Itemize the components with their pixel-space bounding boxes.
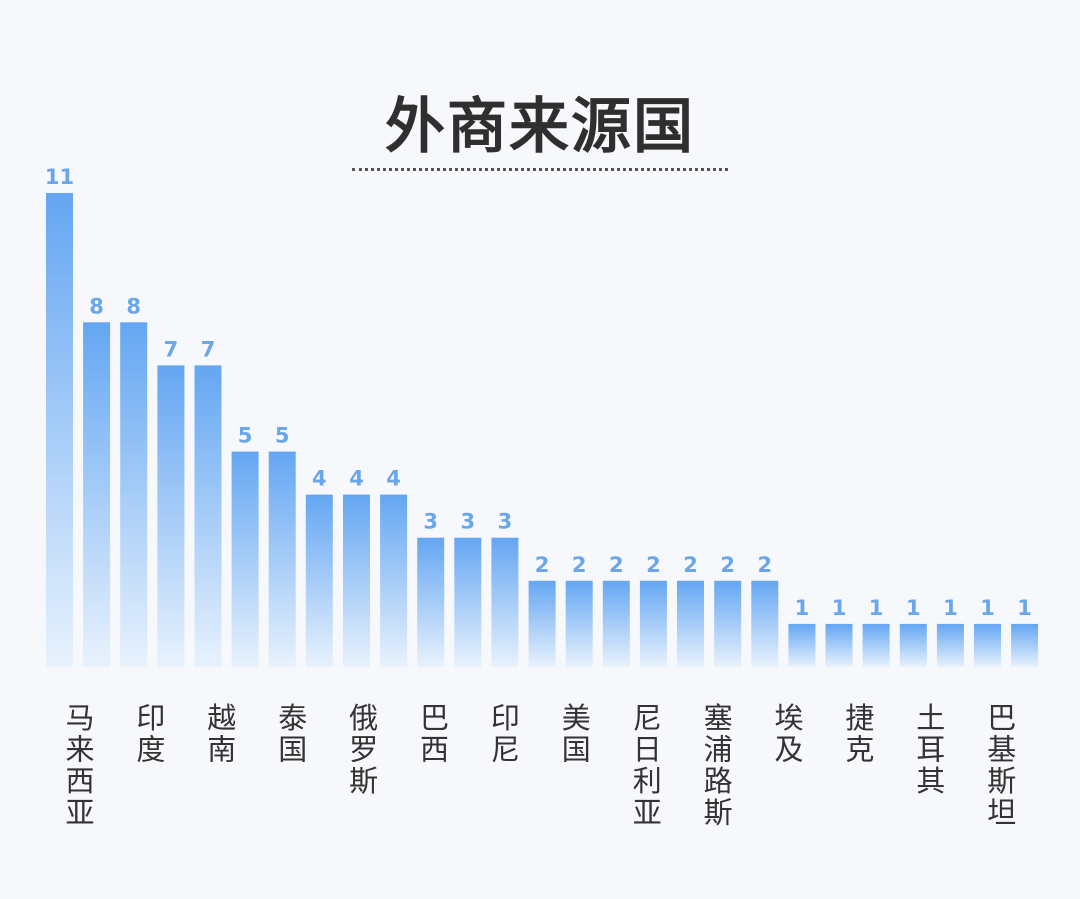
value-label-8: 4 xyxy=(349,467,364,491)
value-label-11: 3 xyxy=(460,510,475,534)
value-label-3: 7 xyxy=(164,337,179,361)
category-label-12: 土耳其 xyxy=(916,701,945,798)
bar-26 xyxy=(1011,623,1039,667)
category-label-7: 美国 xyxy=(562,701,591,767)
value-label-15: 2 xyxy=(609,553,624,577)
value-label-17: 2 xyxy=(683,553,698,577)
bar-7 xyxy=(305,494,333,667)
value-label-25: 1 xyxy=(980,596,995,620)
category-label-8: 尼日利亚 xyxy=(633,701,662,830)
value-label-22: 1 xyxy=(869,596,884,620)
value-label-10: 3 xyxy=(423,510,438,534)
category-label-9: 塞浦路斯 xyxy=(704,701,733,830)
bar-15 xyxy=(602,580,630,667)
category-label-1: 印度 xyxy=(136,701,165,767)
bar-20 xyxy=(788,623,816,667)
value-label-13: 2 xyxy=(535,553,550,577)
category-label-11: 捷克 xyxy=(845,701,874,767)
value-label-2: 8 xyxy=(126,294,141,318)
value-label-26: 1 xyxy=(1017,596,1032,620)
bar-4 xyxy=(194,365,222,667)
value-label-12: 3 xyxy=(498,510,513,534)
bar-17 xyxy=(677,580,704,667)
value-label-20: 1 xyxy=(795,596,810,620)
bar-22 xyxy=(862,623,890,667)
bar-9 xyxy=(380,494,408,667)
bar-16 xyxy=(639,580,667,667)
value-label-16: 2 xyxy=(646,553,661,577)
category-label-5: 巴西 xyxy=(420,701,449,767)
bar-2 xyxy=(120,322,148,667)
bar-3 xyxy=(157,365,185,667)
value-label-0: 11 xyxy=(45,165,74,189)
value-label-24: 1 xyxy=(943,596,958,620)
bar-5 xyxy=(231,451,259,667)
bar-8 xyxy=(343,494,370,667)
bar-18 xyxy=(714,580,742,667)
bar-10 xyxy=(417,537,445,667)
value-label-4: 7 xyxy=(201,337,216,361)
title-divider xyxy=(352,168,728,171)
value-label-23: 1 xyxy=(906,596,921,620)
category-label-13: 巴基斯坦 xyxy=(987,701,1016,830)
bar-14 xyxy=(565,580,593,667)
bars-group xyxy=(46,193,1039,667)
bar-19 xyxy=(751,580,779,667)
category-label-10: 埃及 xyxy=(774,701,803,767)
category-label-0: 马来西亚 xyxy=(65,701,94,830)
category-label-4: 俄罗斯 xyxy=(349,701,378,798)
value-label-6: 5 xyxy=(275,424,290,448)
value-label-14: 2 xyxy=(572,553,587,577)
bar-25 xyxy=(974,623,1001,667)
value-label-18: 2 xyxy=(720,553,735,577)
value-label-7: 4 xyxy=(312,467,327,491)
bar-12 xyxy=(491,537,519,667)
bar-6 xyxy=(268,451,296,667)
bar-1 xyxy=(83,322,111,667)
value-label-1: 8 xyxy=(89,294,104,318)
category-label-3: 泰国 xyxy=(278,701,307,767)
bar-24 xyxy=(936,623,964,667)
chart-title: 外商来源国 xyxy=(385,92,695,162)
category-label-6: 印尼 xyxy=(491,701,520,767)
value-label-9: 4 xyxy=(386,467,401,491)
value-labels-group: 118 87 75 54 4 43 3 32 2 2 2 2 2 21 1 1 1 1 1 1 xyxy=(45,165,1032,620)
category-label-2: 越南 xyxy=(207,701,236,767)
bar-21 xyxy=(825,623,853,667)
value-label-21: 1 xyxy=(832,596,847,620)
value-label-19: 2 xyxy=(757,553,772,577)
bar-0 xyxy=(46,193,73,667)
bar-23 xyxy=(899,623,927,667)
value-label-5: 5 xyxy=(238,424,253,448)
bar-13 xyxy=(528,580,556,667)
bar-11 xyxy=(454,537,482,667)
